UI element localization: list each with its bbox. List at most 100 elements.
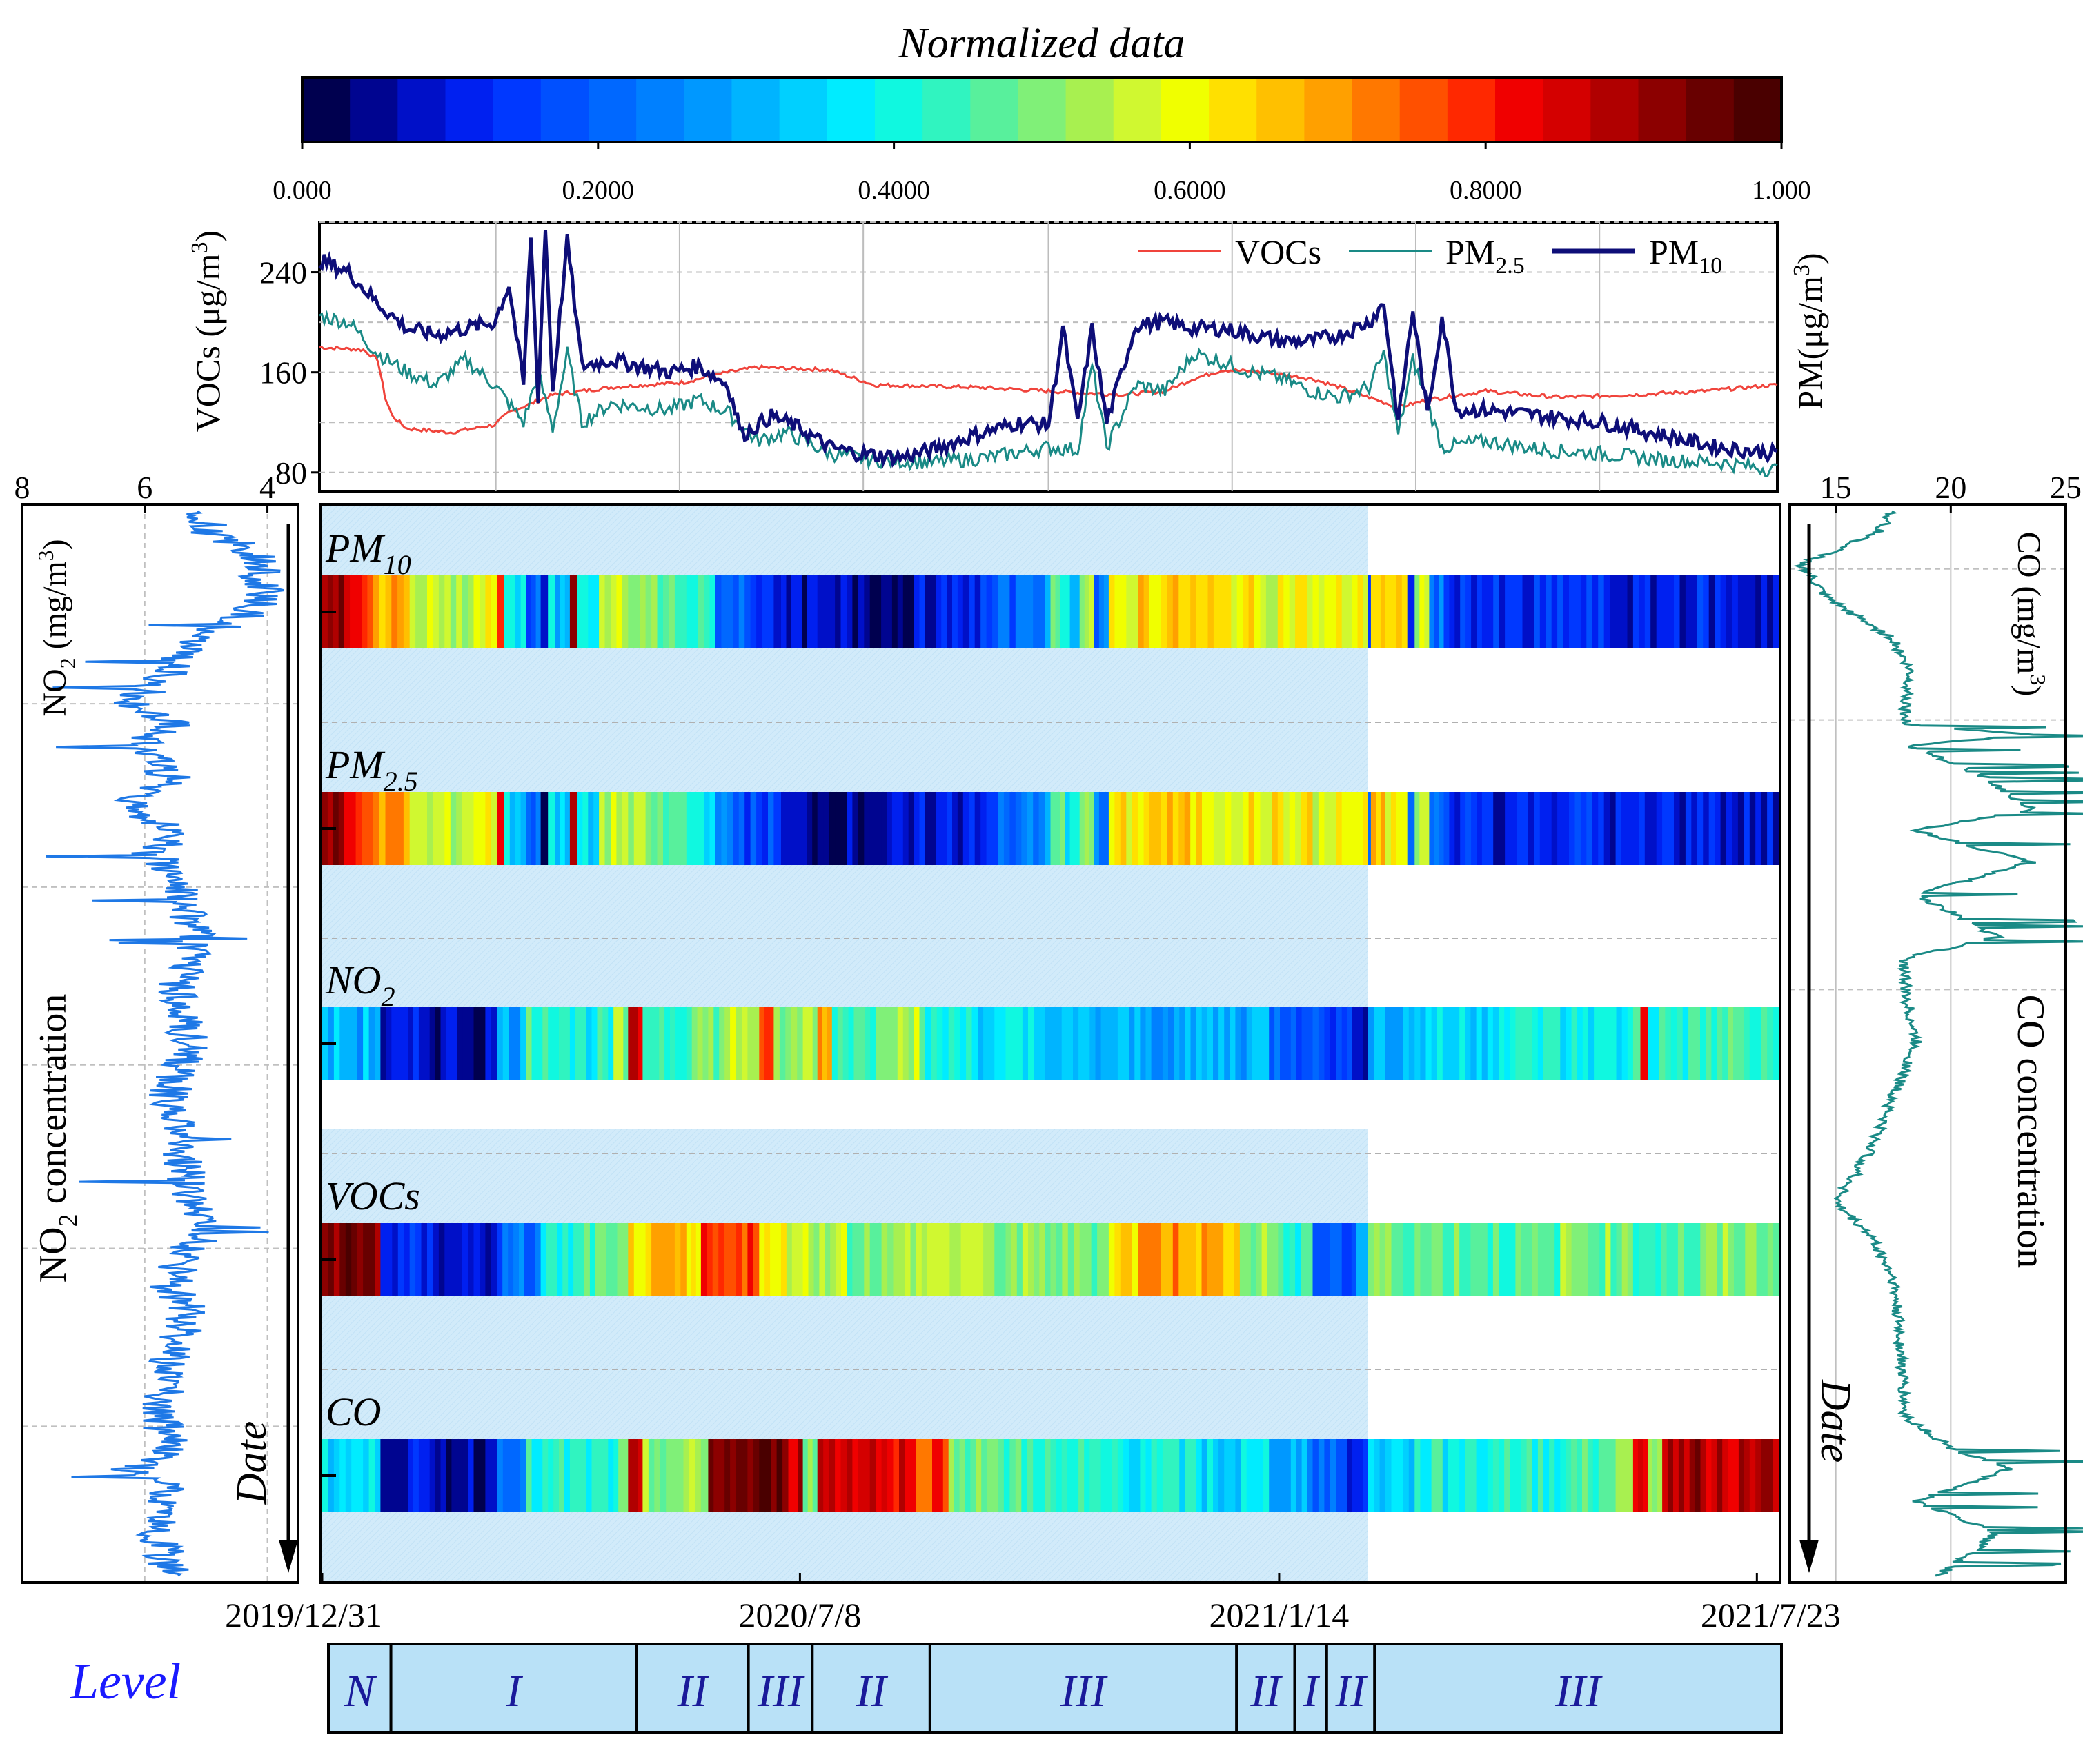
heatmap-cell: [876, 1007, 882, 1080]
heatmap-cell: [628, 1439, 634, 1512]
heatmap-cell: [1554, 1223, 1561, 1296]
heatmap-cell: [858, 792, 865, 865]
heatmap-cell: [1408, 1439, 1415, 1512]
heatmap-cell: [1252, 1439, 1258, 1512]
heatmap-cell: [1078, 1007, 1085, 1080]
heatmap-cell: [1678, 1439, 1685, 1512]
heatmap-cell: [640, 575, 646, 648]
co-axis-label: CO concentration: [2009, 995, 2052, 1269]
heatmap-cell: [1425, 1223, 1432, 1296]
heatmap-cell: [674, 1223, 682, 1296]
heatmap-cell: [526, 1439, 533, 1512]
heatmap-cell: [678, 1439, 684, 1512]
heatmap-cell: [599, 575, 606, 648]
level-segment-label: III: [1060, 1666, 1108, 1716]
top-chart: 240 160 80 VOCs (μg/m3) PM(μg/m3) VOCs PM2…: [187, 221, 1829, 493]
heatmap-cell: [1123, 1439, 1129, 1512]
heatmap-cell: [1067, 1223, 1074, 1296]
heatmap-cell: [345, 1223, 352, 1296]
heatmap-cell: [1599, 1007, 1606, 1080]
heatmap-cell: [333, 575, 339, 648]
heatmap-cell: [1732, 792, 1739, 865]
heatmap-cell: [1603, 792, 1610, 865]
heatmap-cell: [876, 1223, 882, 1296]
heatmap-cell: [1703, 575, 1710, 648]
heatmap-cell: [531, 792, 537, 865]
heatmap-cell: [1061, 1439, 1068, 1512]
heatmap-cell: [1650, 575, 1657, 648]
heatmap-cell: [1190, 1439, 1197, 1512]
heatmap-cell: [1396, 792, 1403, 865]
heatmap-cell: [1132, 792, 1138, 865]
heatmap-cell: [1005, 1007, 1012, 1080]
heatmap-cell: [1703, 792, 1710, 865]
heatmap-cell: [1330, 1439, 1336, 1512]
colorbar-cell: [1352, 77, 1401, 142]
heatmap-cell: [1245, 1223, 1252, 1296]
heatmap-cell: [1167, 1223, 1174, 1296]
heatmap-cell: [375, 1007, 382, 1080]
heatmap-cell: [788, 1439, 794, 1512]
heatmap-cell: [1374, 1007, 1381, 1080]
heatmap-cell: [902, 575, 909, 648]
heatmap-cell: [1610, 1223, 1617, 1296]
heatmap-cell: [1492, 1439, 1499, 1512]
heatmap-cell: [1715, 792, 1721, 865]
heatmap-cell: [1674, 792, 1681, 865]
heatmap-cell: [978, 1223, 984, 1296]
heatmap-cell: [351, 1007, 358, 1080]
heatmap-cell: [1566, 1223, 1572, 1296]
heatmap-cell: [864, 1439, 871, 1512]
heatmap-cell: [1571, 1223, 1578, 1296]
heatmap-cell: [865, 1007, 871, 1080]
heatmap-cell: [540, 1223, 547, 1296]
heatmap-cell: [380, 1223, 387, 1296]
heatmap-cell: [363, 1223, 370, 1296]
heatmap-cell: [1755, 1007, 1762, 1080]
heatmap-cell: [373, 575, 380, 648]
heatmap-cell: [548, 575, 556, 648]
heatmap-cell: [1257, 1007, 1264, 1080]
heatmap-cell: [456, 792, 463, 865]
heatmap-cell: [1640, 1007, 1648, 1080]
heatmap-cell: [664, 1007, 671, 1080]
heatmap-cell: [1290, 1007, 1297, 1080]
heatmap-cell: [1318, 1007, 1325, 1080]
heatmap-cell: [1385, 1007, 1392, 1080]
heatmap-cell: [671, 1439, 678, 1512]
heatmap-cell: [1419, 792, 1425, 865]
heatmap-cell: [526, 792, 532, 865]
heatmap-cell: [1196, 1439, 1203, 1512]
heatmap-cell: [836, 1223, 842, 1296]
heatmap-cell: [704, 575, 711, 648]
heatmap-cell: [1738, 1439, 1745, 1512]
heatmap-cell: [709, 792, 716, 865]
heatmap-cell: [1717, 1007, 1723, 1080]
heatmap-cell: [509, 792, 516, 865]
heatmap-cell: [1656, 575, 1663, 648]
heatmap-cell: [1324, 575, 1331, 648]
heatmap-cell: [1196, 575, 1203, 648]
heatmap-cell: [509, 1007, 515, 1080]
heatmap-cell: [1549, 1223, 1555, 1296]
heatmap-cell: [524, 1223, 531, 1296]
colorbar-cell: [1447, 77, 1497, 142]
heatmap-cell: [887, 1007, 893, 1080]
heatmap-cell: [1246, 1439, 1253, 1512]
heatmap-cell: [1627, 575, 1634, 648]
heatmap-cell: [1744, 1439, 1750, 1512]
heatmap-cell: [1737, 792, 1745, 865]
level-segment: [928, 1643, 1238, 1734]
heatmap-cell: [1346, 1223, 1352, 1296]
heatmap-cell: [1459, 1439, 1466, 1512]
heatmap-cell: [842, 1007, 849, 1080]
heatmap-cell: [1756, 1223, 1763, 1296]
heatmap-cell: [1582, 1439, 1588, 1512]
heatmap-cell: [380, 1439, 387, 1512]
heatmap-cell: [881, 792, 887, 865]
heatmap-cell: [1522, 792, 1529, 865]
heatmap-cell: [1009, 792, 1016, 865]
colorbar-tick-label: 0.2000: [562, 176, 635, 205]
heatmap-cell: [776, 1439, 783, 1512]
heatmap-cell: [640, 1223, 646, 1296]
